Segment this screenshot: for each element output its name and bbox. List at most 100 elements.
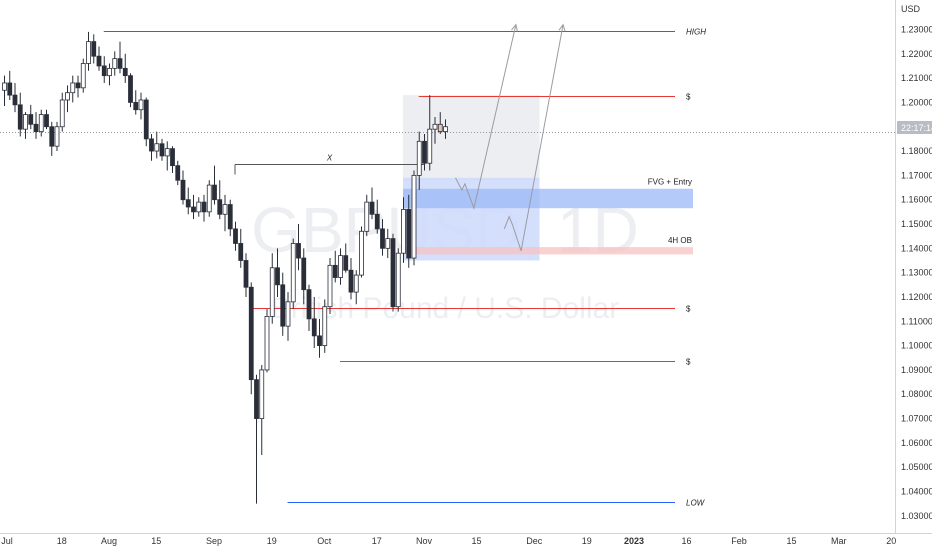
candle-body — [180, 179, 186, 201]
time-tick-label: 19 — [582, 536, 592, 546]
candle-body — [338, 255, 343, 278]
candle-body — [416, 140, 422, 176]
price-tick-label: 1.13000 — [901, 268, 932, 278]
candle-body — [380, 228, 385, 249]
low-level-label: LOW — [686, 499, 706, 508]
candle-body — [332, 264, 338, 278]
time-tick-label: Jul — [1, 536, 13, 546]
target-range-box — [403, 95, 540, 181]
time-tick-label: 15 — [471, 536, 481, 546]
price-tick-label: 1.22000 — [901, 49, 932, 59]
time-tick-label: 2023 — [624, 536, 644, 546]
candle-body — [154, 143, 160, 152]
candle-body — [395, 252, 401, 308]
projection-arrowhead — [511, 23, 518, 32]
last-price-tag: 22:17:14 — [897, 121, 932, 134]
candle-body — [359, 230, 364, 276]
candle-body — [91, 41, 97, 57]
candle-body — [243, 260, 249, 288]
candle-body — [227, 204, 233, 230]
ob-zone — [403, 247, 693, 255]
candle-body — [206, 184, 212, 213]
price-tick-label: 1.15000 — [901, 219, 932, 229]
candle-body — [306, 289, 312, 320]
candle-body — [133, 102, 139, 111]
candle-body — [107, 67, 112, 77]
candle-body — [65, 92, 70, 101]
bos-label: X — [326, 154, 333, 163]
candle-body — [196, 201, 202, 213]
time-tick-label: Nov — [416, 536, 433, 546]
candle-body — [117, 58, 123, 69]
price-tick-label: 1.07000 — [901, 414, 932, 424]
candle-body — [185, 199, 191, 208]
candle-body — [301, 257, 307, 291]
candle-body — [17, 104, 23, 130]
price-tick-label: 1.03000 — [901, 511, 932, 521]
candle-body — [264, 316, 270, 371]
candle-body — [348, 269, 354, 293]
candle-body — [28, 114, 34, 125]
time-tick-label: 15 — [151, 536, 161, 546]
candle-body — [296, 243, 301, 259]
candle-body — [128, 75, 133, 103]
candle-body — [248, 286, 254, 381]
candle-body — [80, 63, 86, 89]
candle-body — [406, 209, 412, 259]
candle-body — [212, 184, 217, 201]
candle-body — [170, 148, 175, 167]
candle-body — [2, 82, 7, 91]
time-axis[interactable]: Jul 18 Aug 15 Sep 19 Oct 17 Nov 15 Dec 19 2023 16 Feb 1… — [1, 536, 896, 546]
liquidity-level-mid-label: $ — [686, 305, 691, 314]
projection-layer — [455, 23, 566, 251]
candle-body — [411, 174, 417, 259]
price-tick-label: 1.16000 — [901, 195, 932, 205]
candle-body — [437, 123, 443, 132]
candle-body — [285, 301, 291, 327]
candles-layer — [2, 31, 448, 504]
time-tick-label: 17 — [372, 536, 382, 546]
candle-body — [122, 67, 128, 77]
candle-body — [443, 126, 448, 132]
price-tick-label: 1.10000 — [901, 341, 932, 351]
time-tick-label: Oct — [317, 536, 332, 546]
time-tick-label: Aug — [101, 536, 117, 546]
time-tick-label: 15 — [786, 536, 796, 546]
price-tick-label: 1.21000 — [901, 73, 932, 83]
candle-body — [86, 41, 91, 64]
projection-path — [503, 24, 564, 251]
candle-body — [23, 114, 28, 130]
candle-body — [101, 65, 107, 77]
zones-layer: FVG + Entry 4H OB — [403, 95, 693, 261]
candle-body — [44, 114, 49, 128]
candle-body — [143, 99, 149, 140]
candle-body — [401, 209, 406, 254]
price-tick-label: 1.05000 — [901, 462, 932, 472]
candle-body — [175, 165, 181, 181]
candle-body — [75, 82, 81, 89]
candle-body — [369, 201, 375, 215]
candle-body — [317, 335, 322, 347]
time-tick-label: 18 — [57, 536, 67, 546]
price-tick-label: 1.08000 — [901, 389, 932, 399]
candle-body — [311, 318, 317, 337]
projection-arrowhead — [558, 23, 566, 32]
candle-body — [343, 255, 349, 271]
candle-body — [222, 204, 228, 215]
price-tick-label: 1.06000 — [901, 438, 932, 448]
high-level-label: HIGH — [686, 28, 706, 37]
candle-body — [364, 201, 370, 232]
candle-body — [275, 267, 280, 286]
time-tick-label: 16 — [681, 536, 691, 546]
candle-body — [254, 379, 259, 419]
price-axis[interactable]: 1.230001.220001.210001.200001.190001.180… — [901, 24, 932, 520]
candle-body — [201, 201, 207, 213]
candle-body — [259, 369, 265, 419]
fvg-zone-label: FVG + Entry — [648, 178, 692, 187]
time-tick-label: Dec — [526, 536, 543, 546]
currency-label: USD — [901, 4, 921, 14]
candle-body — [59, 99, 65, 128]
time-tick-label: 20 — [886, 536, 896, 546]
